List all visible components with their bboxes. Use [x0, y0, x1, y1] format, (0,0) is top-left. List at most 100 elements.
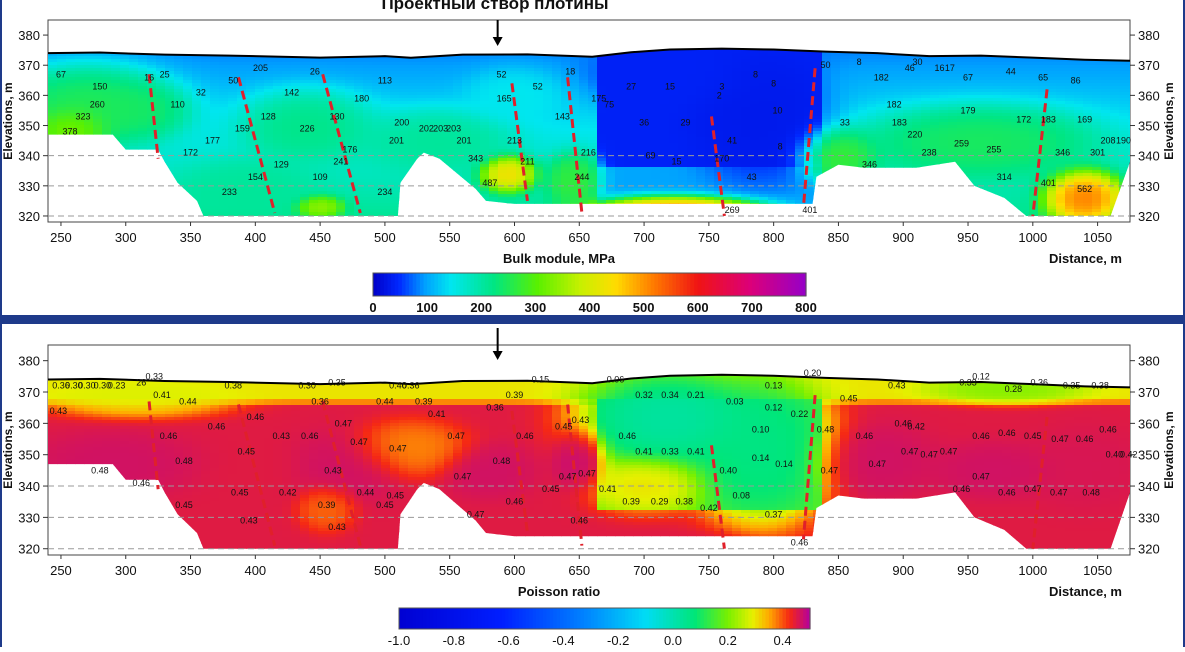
- field-cell: [246, 131, 256, 135]
- field-cell: [273, 128, 283, 132]
- field-cell: [390, 185, 400, 189]
- field-cell: [687, 167, 697, 171]
- field-cell: [345, 125, 355, 129]
- field-cell: [183, 56, 193, 60]
- field-cell: [336, 200, 346, 204]
- field-cell: [174, 104, 184, 108]
- field-cell: [588, 131, 598, 135]
- field-cell: [543, 92, 553, 96]
- field-cell: [462, 80, 472, 84]
- field-cell: [687, 92, 697, 96]
- field-cell: [570, 143, 580, 147]
- field-cell: [291, 80, 301, 84]
- field-cell: [417, 98, 427, 102]
- field-cell: [255, 143, 265, 147]
- field-cell: [453, 164, 463, 168]
- field-cell: [291, 143, 301, 147]
- field-cell: [237, 122, 247, 126]
- field-cell: [615, 161, 625, 165]
- field-cell: [444, 113, 454, 117]
- field-cell: [552, 77, 562, 81]
- field-cell: [210, 80, 220, 84]
- field-cell: [327, 116, 337, 120]
- field-cell: [678, 80, 688, 84]
- field-cell: [372, 191, 382, 195]
- field-cell: [381, 131, 391, 135]
- field-cell: [300, 170, 310, 174]
- field-cell: [588, 143, 598, 147]
- field-cell: [525, 86, 535, 90]
- field-cell: [561, 194, 571, 198]
- field-cell: [561, 179, 571, 183]
- field-cell: [237, 56, 247, 60]
- field-cell: [588, 92, 598, 96]
- field-cell: [435, 140, 445, 144]
- field-cell: [507, 98, 517, 102]
- field-cell: [273, 125, 283, 129]
- field-cell: [408, 155, 418, 159]
- field-cell: [489, 104, 499, 108]
- field-cell: [399, 140, 409, 144]
- field-cell: [318, 206, 328, 210]
- field-cell: [318, 164, 328, 168]
- field-cell: [282, 155, 292, 159]
- field-cell: [273, 143, 283, 147]
- field-cell: [183, 149, 193, 153]
- field-cell: [525, 74, 535, 78]
- field-cell: [417, 62, 427, 66]
- field-cell: [327, 131, 337, 135]
- field-cell: [642, 56, 652, 60]
- field-cell: [696, 155, 706, 159]
- field-cell: [399, 89, 409, 93]
- field-cell: [381, 197, 391, 201]
- field-cell: [174, 83, 184, 87]
- field-cell: [183, 188, 193, 192]
- field-cell: [498, 149, 508, 153]
- field-cell: [597, 56, 607, 60]
- field-cell: [282, 62, 292, 66]
- field-cell: [444, 62, 454, 66]
- field-cell: [489, 155, 499, 159]
- field-cell: [651, 137, 661, 141]
- field-cell: [381, 173, 391, 177]
- field-cell: [579, 68, 589, 72]
- field-cell: [345, 65, 355, 69]
- field-cell: [84, 68, 94, 72]
- field-cell: [660, 113, 670, 117]
- field-cell: [651, 125, 661, 129]
- field-cell: [462, 107, 472, 111]
- field-cell: [237, 65, 247, 69]
- field-cell: [498, 170, 508, 174]
- field-cell: [516, 113, 526, 117]
- field-cell: [345, 182, 355, 186]
- field-cell: [255, 101, 265, 105]
- field-cell: [597, 194, 607, 198]
- field-cell: [507, 59, 517, 63]
- field-cell: [687, 113, 697, 117]
- field-cell: [642, 116, 652, 120]
- field-cell: [426, 65, 436, 69]
- field-cell: [138, 107, 148, 111]
- field-cell: [345, 131, 355, 135]
- field-cell: [534, 176, 544, 180]
- field-cell: [426, 140, 436, 144]
- field-cell: [462, 116, 472, 120]
- field-cell: [264, 113, 274, 117]
- field-cell: [300, 110, 310, 114]
- field-cell: [669, 143, 679, 147]
- field-cell: [381, 107, 391, 111]
- field-cell: [165, 113, 175, 117]
- field-cell: [543, 116, 553, 120]
- field-cell: [660, 116, 670, 120]
- field-cell: [318, 59, 328, 63]
- field-cell: [291, 146, 301, 150]
- field-cell: [192, 191, 202, 195]
- field-cell: [597, 77, 607, 81]
- field-cell: [237, 137, 247, 141]
- field-cell: [147, 65, 157, 69]
- field-cell: [309, 125, 319, 129]
- field-cell: [579, 131, 589, 135]
- field-cell: [372, 170, 382, 174]
- field-cell: [228, 158, 238, 162]
- field-cell: [201, 134, 211, 138]
